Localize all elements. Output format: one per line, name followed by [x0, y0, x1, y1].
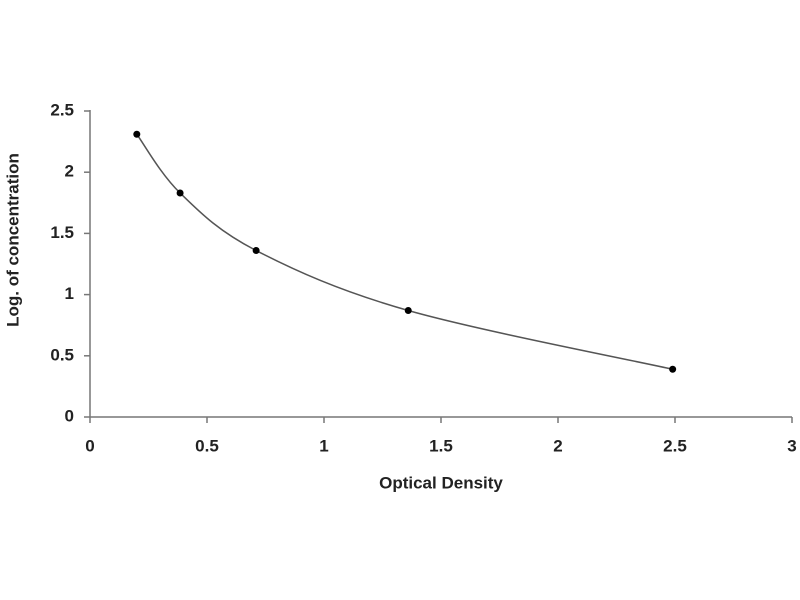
- x-tick-label: 3: [787, 436, 796, 455]
- data-point: [404, 307, 412, 315]
- fit-curve: [136, 133, 673, 370]
- data-point: [133, 130, 141, 138]
- y-tick-label: 0.5: [50, 345, 74, 364]
- y-tick-label: 1.5: [50, 223, 74, 242]
- y-tick-label: 1: [65, 284, 74, 303]
- y-tick-label: 2: [65, 162, 74, 181]
- y-tick-label: 0: [65, 406, 74, 425]
- x-tick-label: 1: [319, 436, 328, 455]
- x-tick-label: 2: [553, 436, 562, 455]
- data-point: [252, 247, 260, 255]
- x-axis-title: Optical Density: [379, 473, 503, 492]
- x-tick-label: 1.5: [429, 436, 453, 455]
- y-axis-title: Log. of concentration: [3, 153, 22, 327]
- x-tick-label: 0: [85, 436, 94, 455]
- x-tick-label: 0.5: [195, 436, 219, 455]
- data-point: [176, 189, 184, 197]
- data-point: [669, 365, 677, 373]
- x-tick-label: 2.5: [663, 436, 687, 455]
- y-tick-label: 2.5: [50, 100, 74, 119]
